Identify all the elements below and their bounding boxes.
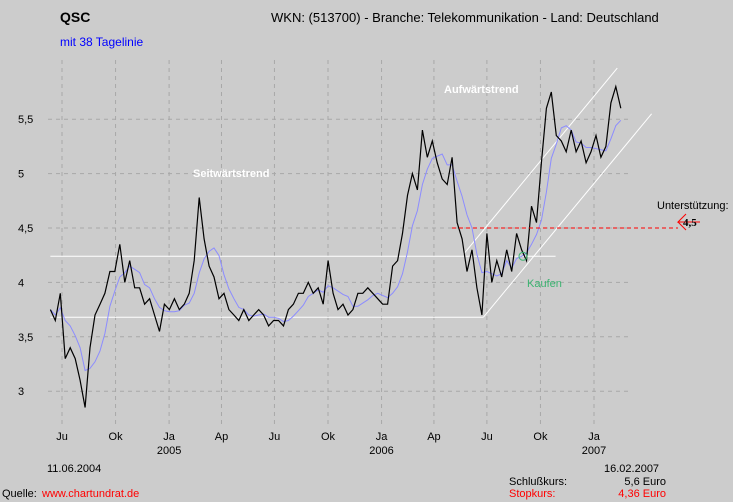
buy-marker bbox=[518, 251, 528, 261]
source-label: Quelle: bbox=[2, 488, 37, 500]
grid bbox=[48, 60, 632, 425]
close-label: Schlußkurs: bbox=[509, 476, 567, 488]
y-tick-label: 5,5 bbox=[18, 114, 33, 126]
stop-value: 4,36 Euro bbox=[618, 488, 666, 500]
close-value: 5,6 Euro bbox=[624, 476, 666, 488]
y-tick-label: 4 bbox=[18, 277, 24, 289]
end-date: 16.02.2007 bbox=[604, 463, 659, 475]
x-tick-label: Ju bbox=[269, 431, 281, 443]
x-tick-label: Ja bbox=[163, 431, 176, 443]
support-value: 4,5 bbox=[683, 217, 697, 229]
trend-line bbox=[463, 67, 618, 255]
x-tick-label: Ok bbox=[109, 431, 124, 443]
price-line bbox=[49, 84, 622, 408]
chart-title: QSC bbox=[60, 9, 90, 25]
support-arrow-icon bbox=[676, 213, 700, 231]
x-tick-label: Ja bbox=[588, 431, 601, 443]
x-tick-label: Ok bbox=[533, 431, 548, 443]
y-tick-label: 3 bbox=[18, 386, 24, 398]
x-year-label: 2005 bbox=[157, 445, 181, 457]
stop-label: Stopkurs: bbox=[509, 488, 555, 500]
support-label: Unterstützung: bbox=[657, 200, 729, 212]
label-buy: Kaufen bbox=[527, 278, 562, 290]
axes: 3 3,5 4 4,5 5 5,5 Ju Ok Ja 2005 Ap Ju Ok Ja 2006 Ap Ju Ok… bbox=[18, 114, 606, 457]
x-tick-label: Ju bbox=[56, 431, 68, 443]
stock-info: WKN: (513700) - Branche: Telekommunikati… bbox=[271, 10, 659, 25]
x-tick-label: Ju bbox=[481, 431, 493, 443]
x-year-label: 2007 bbox=[582, 445, 606, 457]
moving-average-line bbox=[50, 119, 622, 372]
trend-line bbox=[483, 113, 653, 318]
legend-ma: mit 38 Tagelinie bbox=[60, 35, 143, 49]
y-tick-label: 3,5 bbox=[18, 332, 33, 344]
trend-lines bbox=[50, 67, 653, 318]
x-tick-label: Ja bbox=[376, 431, 389, 443]
y-tick-label: 4,5 bbox=[18, 223, 33, 235]
source-link[interactable]: www.chartundrat.de bbox=[41, 488, 139, 500]
x-tick-label: Ap bbox=[427, 431, 440, 443]
label-sideways-trend: Seitwärtstrend bbox=[193, 168, 269, 180]
x-tick-label: Ok bbox=[321, 431, 336, 443]
label-uptrend: Aufwärtstrend bbox=[444, 84, 519, 96]
start-date: 11.06.2004 bbox=[47, 463, 101, 475]
x-tick-label: Ap bbox=[215, 431, 228, 443]
x-year-label: 2006 bbox=[369, 445, 393, 457]
y-tick-label: 5 bbox=[18, 169, 24, 181]
